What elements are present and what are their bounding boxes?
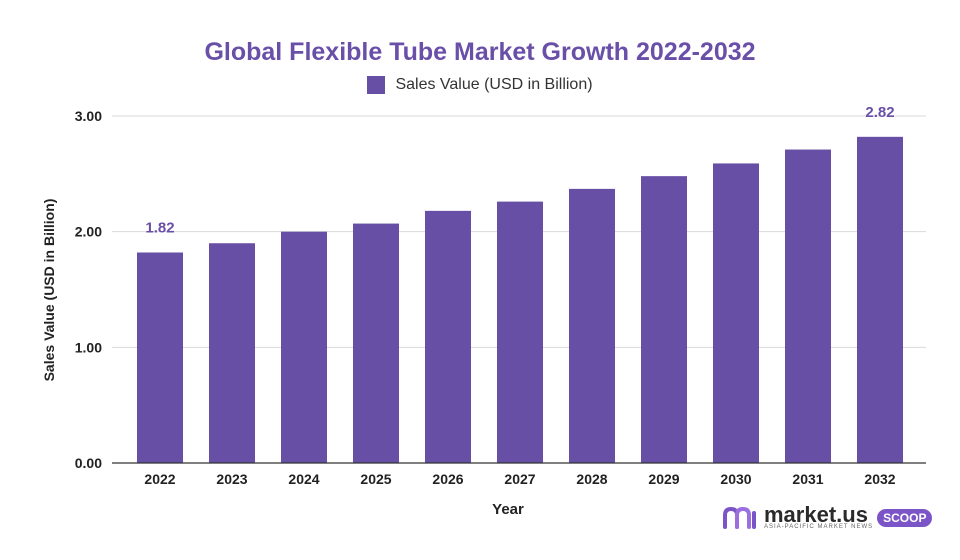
brand-name: market.us — [764, 502, 868, 527]
x-tick-label: 2029 — [648, 471, 679, 487]
scoop-badge: SCOOP — [877, 509, 933, 527]
y-tick-label: 3.00 — [75, 108, 102, 124]
x-tick-label: 2027 — [504, 471, 535, 487]
y-tick-label: 1.00 — [75, 339, 102, 355]
chart-title: Global Flexible Tube Market Growth 2022-… — [204, 38, 756, 66]
bar-2024 — [281, 231, 327, 463]
legend: Sales Value (USD in Billion) — [0, 76, 960, 94]
bar-2022 — [137, 252, 183, 463]
x-tick-label: 2022 — [144, 471, 175, 487]
data-label: 1.82 — [145, 219, 174, 236]
bar-2027 — [497, 201, 543, 464]
legend-swatch — [367, 76, 386, 94]
x-axis-label: Year — [492, 501, 524, 518]
x-tick-label: 2030 — [720, 471, 751, 487]
x-tick-label: 2031 — [792, 471, 823, 487]
x-tick-label: 2028 — [576, 471, 607, 487]
bar-2030 — [713, 163, 759, 463]
y-axis-label: Sales Value (USD in Billion) — [41, 199, 57, 382]
data-labels: 1.82 2.82 — [145, 104, 894, 237]
bar-2031 — [785, 149, 831, 463]
market-us-logo-icon — [723, 506, 756, 529]
bar-2026 — [425, 210, 471, 463]
bar-2023 — [209, 243, 255, 463]
legend-label: Sales Value (USD in Billion) — [395, 76, 593, 93]
x-tick-label: 2026 — [432, 471, 463, 487]
x-tick-label: 2024 — [288, 471, 319, 487]
bar-2032 — [857, 136, 903, 463]
bar-2025 — [353, 223, 399, 463]
bars — [137, 136, 903, 464]
data-label: 2.82 — [865, 104, 894, 121]
x-tick-label: 2023 — [216, 471, 247, 487]
bar-2029 — [641, 176, 687, 463]
x-tick-label: 2025 — [360, 471, 391, 487]
bar-2028 — [569, 188, 615, 463]
y-tick-labels: 0.00 1.00 2.00 3.00 — [75, 108, 102, 471]
brand-tagline: ASIA-PACIFIC MARKET NEWS — [764, 524, 874, 530]
x-tick-label: 2032 — [864, 471, 895, 487]
brand-logo: market.us ASIA-PACIFIC MARKET NEWS SCOOP — [722, 502, 937, 534]
y-tick-label: 0.00 — [75, 455, 102, 471]
x-tick-labels: 2022 2023 2024 2025 2026 2027 2028 2029 2030 2031… — [144, 471, 895, 487]
y-tick-label: 2.00 — [75, 224, 102, 240]
